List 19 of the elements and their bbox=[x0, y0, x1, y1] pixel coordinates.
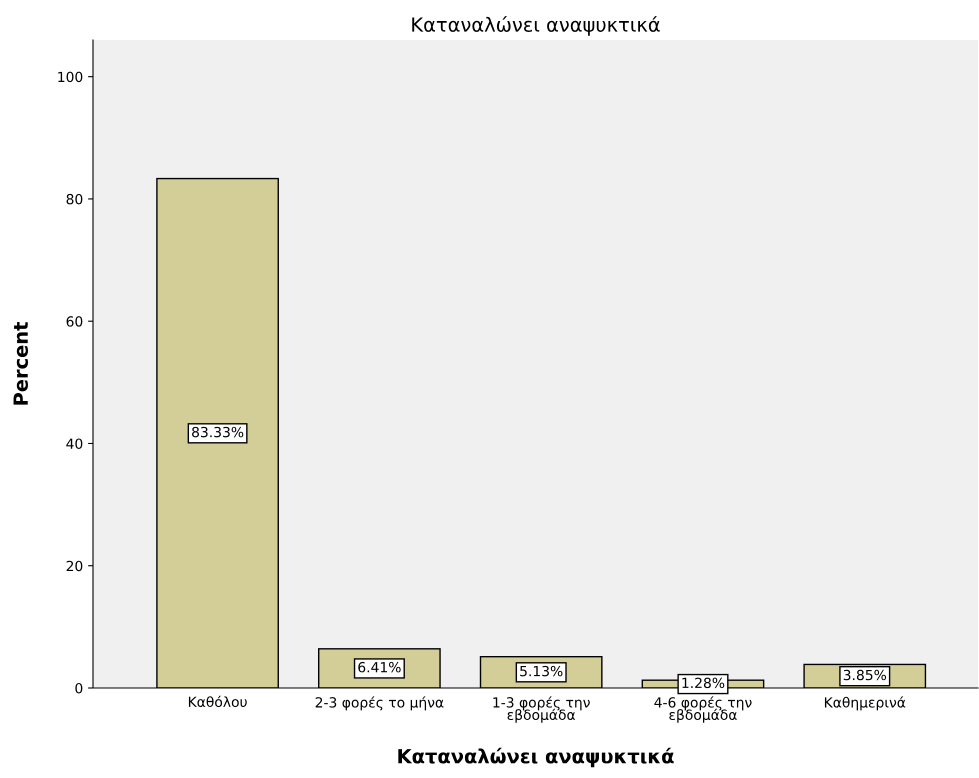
x-tick-label: 1-3 φορές την εβδομάδα bbox=[493, 696, 590, 723]
data-label: 3.85% bbox=[844, 670, 886, 680]
y-axis-title: Percent bbox=[14, 322, 28, 405]
x-tick-label: 2-3 φορές το μήνα bbox=[316, 696, 444, 710]
y-tick-label: 0 bbox=[75, 682, 82, 694]
data-label: 5.13% bbox=[520, 666, 562, 676]
y-tick-label: 60 bbox=[66, 316, 82, 327]
y-tick-label: 40 bbox=[66, 438, 82, 449]
y-tick-label: 100 bbox=[58, 72, 82, 82]
y-tick-label: 80 bbox=[66, 194, 82, 204]
x-tick-label: Καθόλου bbox=[188, 696, 247, 708]
y-tick-label: 20 bbox=[66, 560, 82, 572]
data-label: 83.33% bbox=[192, 426, 244, 438]
x-axis-title: Καταναλώνει αναψυκτικά bbox=[398, 748, 674, 768]
data-label: 1.28% bbox=[682, 678, 724, 688]
chart-title: Καταναλώνει αναψυκτικά bbox=[412, 16, 660, 36]
x-tick-label: Καθημερινά bbox=[824, 696, 906, 710]
data-label: 6.41% bbox=[358, 662, 401, 672]
x-tick-label: 4-6 φορές την εβδομάδα bbox=[654, 696, 752, 723]
